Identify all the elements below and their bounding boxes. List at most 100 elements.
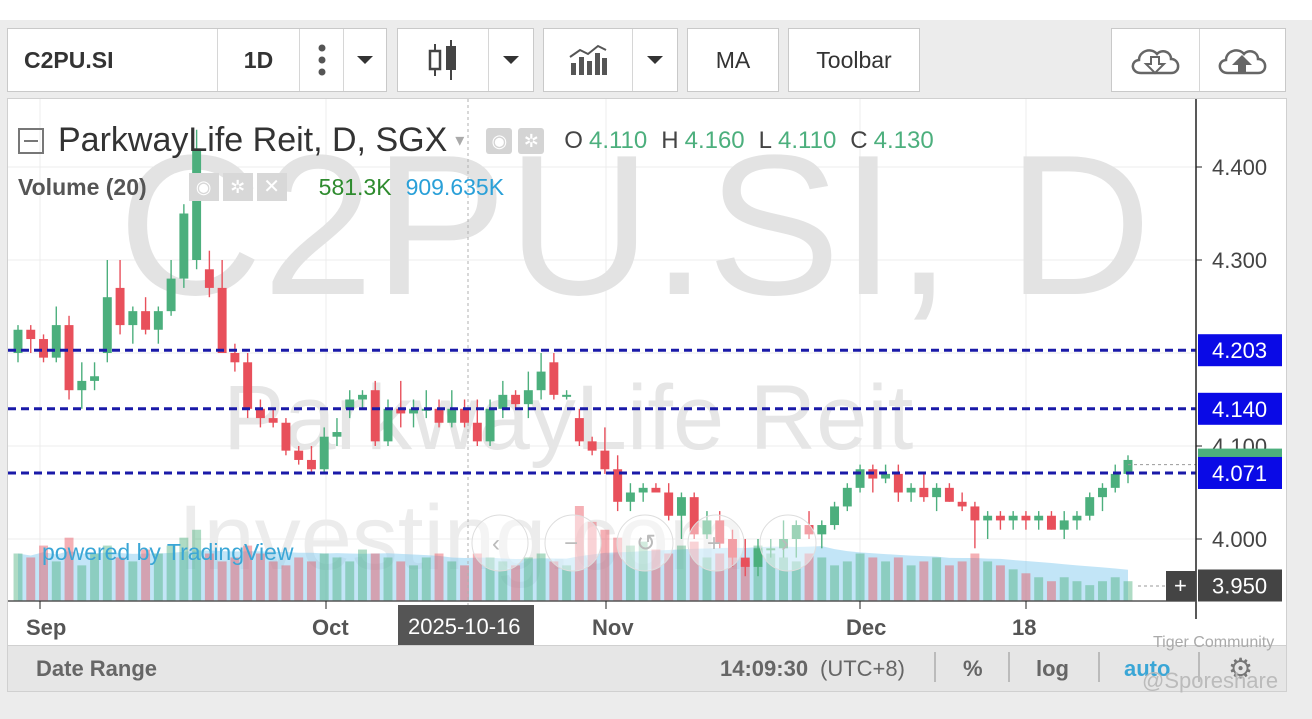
- grid: [8, 99, 1196, 601]
- chart-type-button[interactable]: [398, 29, 490, 91]
- candlestick-icon: [428, 40, 457, 80]
- interval-label: 1D: [243, 46, 274, 73]
- interval-dropdown[interactable]: [344, 29, 386, 91]
- volume-bar: [230, 557, 240, 601]
- close-value: 4.130: [873, 126, 934, 154]
- volume-bar: [13, 553, 23, 601]
- legend-title: ParkwayLife Reit, D, SGX: [58, 121, 448, 159]
- volume-ma-area: [18, 546, 1128, 601]
- candle-body: [702, 520, 712, 535]
- cloud-download-button[interactable]: [1112, 29, 1200, 91]
- volume-bar: [715, 553, 725, 601]
- ma-button[interactable]: MA: [687, 28, 779, 92]
- scroll-left-button[interactable]: [471, 514, 529, 572]
- horizontal-lines[interactable]: [8, 348, 1196, 475]
- more-button[interactable]: [300, 29, 344, 91]
- price-tag-label: 4.203: [1212, 338, 1267, 363]
- divider: [1098, 652, 1100, 682]
- date-range-button[interactable]: Date Range: [36, 656, 158, 681]
- volume-bar: [102, 545, 112, 601]
- candle-body: [332, 432, 342, 437]
- volume-bar: [651, 549, 661, 601]
- time-tick-label: Sep: [26, 615, 66, 640]
- gear-icon[interactable]: ⚙: [1228, 653, 1254, 684]
- cloud-upload-button[interactable]: [1200, 29, 1286, 91]
- chevron-down-icon: [647, 56, 664, 64]
- volume-bar: [358, 549, 367, 601]
- chevron-down-icon: [357, 56, 373, 64]
- more-vertical-icon: [318, 44, 325, 76]
- symbol-label: C2PU.SI: [24, 46, 114, 73]
- volume-bar: [817, 557, 827, 601]
- volume-bar: [204, 553, 214, 601]
- volume-ma-value: 909.635K: [405, 173, 505, 200]
- candle-body: [1008, 515, 1018, 521]
- timezone-button[interactable]: (UTC+8): [820, 656, 905, 681]
- candle-body: [153, 311, 163, 330]
- price-tick-label: 4.400: [1212, 155, 1267, 180]
- percent-button[interactable]: %: [963, 656, 983, 681]
- reset-button[interactable]: [616, 514, 674, 572]
- volume-ma-area-path: [18, 546, 1128, 601]
- candle-body: [39, 339, 48, 358]
- zoom-in-button[interactable]: [687, 514, 745, 572]
- high-label: H: [661, 126, 679, 154]
- volume-bar: [26, 557, 36, 601]
- interval-button[interactable]: 1D: [218, 29, 300, 91]
- volume-bar: [957, 561, 967, 601]
- log-button[interactable]: log: [1036, 656, 1069, 681]
- zoom-out-button[interactable]: [544, 514, 602, 572]
- time-tick-label: 18: [1012, 615, 1036, 640]
- candle-body: [549, 362, 559, 395]
- collapse-icon[interactable]: [18, 127, 44, 154]
- candle-body: [676, 497, 686, 516]
- legend-main: ParkwayLife Reit, D, SGX ▾ ◉ ✲ O 4.110 H…: [18, 121, 934, 160]
- chart-type-group: [397, 28, 534, 92]
- candle-body: [766, 548, 776, 551]
- scroll-right-button[interactable]: [759, 514, 817, 572]
- chart-type-dropdown[interactable]: [489, 29, 533, 91]
- volume-bar: [804, 553, 814, 601]
- candle-body: [255, 408, 265, 419]
- candle-body: [345, 399, 355, 409]
- gear-icon[interactable]: ✲: [518, 127, 545, 154]
- brand-sporeshare: @Sporeshare: [1142, 668, 1279, 693]
- time-axis[interactable]: Sep Oct Nov Dec 18 2025-10-16: [26, 601, 1036, 645]
- candle-body: [204, 269, 214, 288]
- powered-by-tradingview[interactable]: powered by TradingView: [42, 539, 294, 565]
- volume-value: 581.3K: [318, 173, 392, 200]
- candle-body: [179, 213, 189, 279]
- candle-body: [472, 422, 482, 442]
- candle-body: [664, 492, 674, 516]
- volume-bar: [613, 537, 623, 601]
- indicators-dropdown[interactable]: [633, 29, 677, 91]
- plus-icon: +: [1174, 573, 1187, 598]
- chevron-down-icon[interactable]: ▾: [455, 130, 465, 150]
- eye-icon[interactable]: ◉: [486, 127, 513, 154]
- candle-body: [944, 487, 954, 502]
- candle-body: [906, 487, 916, 493]
- candle-body: [932, 487, 942, 498]
- price-chart[interactable]: C2PU.SI, D ParkwayLife Reit Investing.co…: [8, 99, 1288, 647]
- candle-body: [1110, 473, 1120, 488]
- volume-bar: [472, 553, 482, 601]
- auto-button[interactable]: auto: [1124, 656, 1171, 681]
- eye-icon[interactable]: ◉: [188, 173, 219, 201]
- volume-bar: [676, 545, 686, 601]
- toolbar-button[interactable]: Toolbar: [788, 28, 920, 92]
- close-icon[interactable]: ✕: [256, 173, 287, 201]
- brand-tiger: Tiger Community: [1153, 634, 1275, 651]
- symbol-button[interactable]: C2PU.SI: [8, 29, 218, 91]
- volume-bar: [523, 557, 533, 601]
- legend-volume: Volume (20) ◉ ✲ ✕ 581.3K 909.635K: [18, 173, 504, 201]
- chevron-left-icon: ‹: [492, 530, 500, 557]
- chart-area[interactable]: C2PU.SI, D ParkwayLife Reit Investing.co…: [7, 98, 1287, 646]
- volume-bar: [702, 557, 712, 601]
- indicators-button[interactable]: [544, 29, 634, 91]
- candle-body: [587, 441, 597, 451]
- crosshair-add-button[interactable]: [1166, 571, 1196, 601]
- candle-body: [383, 408, 393, 442]
- volume-bar: [1123, 581, 1133, 601]
- volume-bar: [77, 565, 87, 601]
- gear-icon[interactable]: ✲: [222, 173, 253, 201]
